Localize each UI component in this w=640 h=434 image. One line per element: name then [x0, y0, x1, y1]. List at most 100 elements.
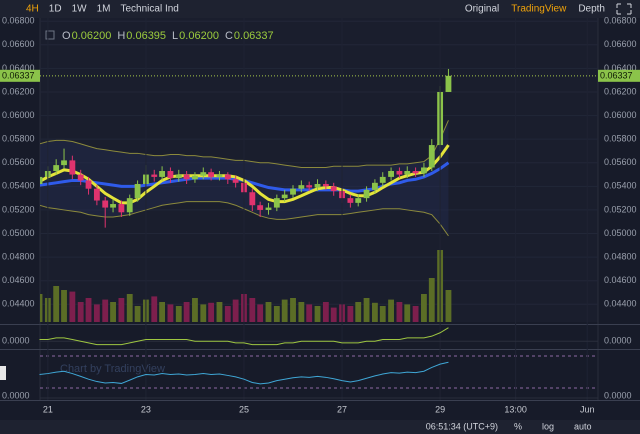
pane-line: [39, 327, 449, 346]
candle-body: [404, 171, 411, 175]
y-tick-label: 0.05400: [2, 181, 35, 191]
candle-body: [428, 145, 435, 168]
y-tick-label: 0.06400: [604, 63, 637, 73]
price-tag: [0, 69, 40, 82]
volume-bar: [257, 304, 264, 322]
toolbar-button[interactable]: Depth: [578, 4, 605, 15]
legend-value: 0.06337: [234, 30, 274, 42]
volume-bar: [306, 304, 313, 322]
candle-body: [69, 160, 76, 175]
legend-key: H: [117, 30, 125, 42]
toolbar-button[interactable]: 4H: [26, 4, 39, 15]
volume-bar: [347, 306, 354, 322]
toolbar-button[interactable]: 1D: [49, 4, 62, 15]
volume-bar: [224, 306, 231, 322]
y-tick-label: 0.05200: [604, 204, 637, 214]
volume-bar: [110, 302, 116, 322]
candle-body: [281, 194, 288, 199]
volume-bar: [396, 302, 403, 322]
candle-body: [77, 174, 84, 181]
y-tick-label: 0.05600: [604, 157, 637, 167]
candle-body: [396, 171, 403, 175]
side-handle[interactable]: [0, 366, 6, 380]
y-tick-label: 0.06600: [604, 39, 637, 49]
toolbar-button[interactable]: TradingView: [511, 4, 567, 15]
candle-body: [257, 205, 264, 210]
y-tick-label: 0.06600: [2, 39, 35, 49]
volume-bar: [445, 290, 452, 322]
volume-bar: [192, 298, 198, 322]
volume-bar: [200, 304, 207, 322]
volume-bar: [77, 302, 84, 322]
legend-value: 0.06200: [72, 30, 112, 42]
y-tick-label: 0.05800: [2, 134, 35, 144]
volume-bar: [175, 306, 182, 322]
fullscreen-icon[interactable]: [616, 3, 632, 15]
y-tick-label: 0.05000: [2, 228, 35, 238]
y-tick-label: 0.06000: [604, 110, 637, 120]
x-tick-label: 13:00: [504, 404, 527, 414]
volume-bar: [330, 307, 337, 322]
candle-body: [40, 176, 43, 184]
footer-button[interactable]: %: [514, 421, 522, 431]
candle-body: [159, 171, 166, 177]
y-tick-label: 0.04800: [2, 251, 35, 261]
candle-body: [273, 198, 280, 208]
legend-value: 0.06200: [179, 30, 219, 42]
candle-body: [445, 75, 452, 92]
volume-bar: [216, 302, 223, 322]
candle-body: [53, 165, 60, 172]
volume-bar: [322, 302, 329, 322]
candle-body: [388, 171, 394, 177]
volume-bar: [134, 306, 141, 322]
candle-body: [175, 174, 182, 179]
price-tag: [598, 69, 640, 82]
volume-bar: [61, 290, 67, 322]
footer-button[interactable]: auto: [574, 421, 592, 431]
y-tick-label: 0.05200: [2, 204, 35, 214]
y-tick-label: 0.05800: [604, 134, 637, 144]
candle-body: [167, 171, 174, 179]
candle-body: [192, 175, 198, 180]
toolbar: [0, 0, 640, 18]
volume-bar: [85, 298, 92, 322]
pane-tick-label: 0.0000: [2, 390, 30, 400]
candle-body: [330, 186, 337, 192]
candle-body: [151, 174, 158, 177]
candle-body: [355, 198, 362, 203]
volume-bar: [379, 306, 386, 322]
volume-bar: [102, 299, 109, 322]
candle-body: [265, 207, 272, 210]
candle-body: [110, 204, 116, 208]
x-tick-label: 21: [43, 404, 53, 414]
footer-bar: [0, 420, 640, 434]
toolbar-button[interactable]: Technical Ind: [121, 4, 179, 15]
candle-body: [224, 174, 231, 180]
candle-body: [61, 160, 67, 166]
toolbar-button[interactable]: Original: [465, 4, 499, 15]
volume-bar: [363, 298, 370, 322]
price-tag-label: 0.06337: [600, 71, 633, 81]
candle-body: [208, 172, 215, 177]
x-tick-label: 27: [337, 404, 347, 414]
toolbar-button[interactable]: 1W: [72, 4, 88, 15]
volume-bar: [159, 302, 166, 322]
volume-bar: [53, 286, 60, 322]
footer-button[interactable]: log: [542, 421, 554, 431]
candle-body: [134, 183, 141, 199]
volume-bar: [118, 298, 125, 322]
candle-body: [347, 198, 354, 203]
volume-bar: [281, 299, 288, 322]
y-tick-label: 0.04400: [2, 299, 35, 309]
pane-tick-label: 0.0000: [604, 336, 632, 346]
volume-bar: [126, 294, 133, 322]
candle-body: [102, 200, 109, 208]
volume-bar: [183, 302, 190, 322]
y-tick-label: 0.05000: [604, 228, 637, 238]
y-tick-label: 0.06800: [2, 16, 35, 26]
toolbar-button[interactable]: 1M: [97, 4, 111, 15]
legend-toggle[interactable]: [45, 30, 55, 40]
y-tick-label: 0.04600: [2, 275, 35, 285]
volume-bar: [371, 302, 378, 322]
y-tick-label: 0.06200: [604, 86, 637, 96]
